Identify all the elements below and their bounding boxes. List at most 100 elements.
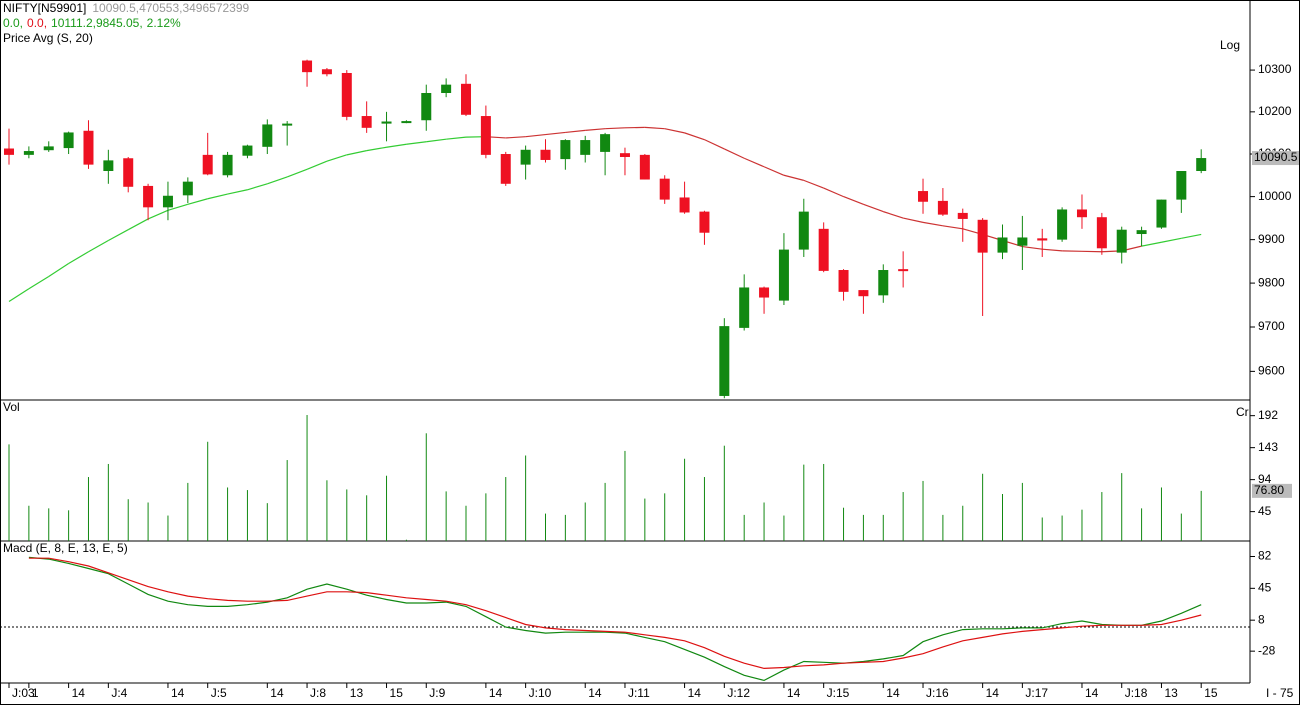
x-tick-label: J:03 <box>12 686 35 700</box>
x-tick-label: 14 <box>787 686 801 700</box>
x-tick-label: J:11 <box>628 686 650 700</box>
ma-segment <box>326 154 347 162</box>
candle-body <box>1176 171 1187 200</box>
candle-body <box>321 69 332 75</box>
candle-body <box>580 140 591 155</box>
candle-body <box>1196 158 1207 172</box>
candle-body <box>341 72 352 117</box>
macd-line <box>28 557 1202 670</box>
ma-segment <box>48 262 69 278</box>
ma-segment <box>366 146 387 152</box>
x-tick-label: 15 <box>390 686 404 700</box>
stat: 0.0, <box>3 16 23 30</box>
candle-body <box>401 121 412 124</box>
candle-body <box>1156 199 1167 228</box>
ma-segment <box>286 168 308 178</box>
y-tick-label: 9900 <box>1258 232 1285 246</box>
ma-segment <box>8 288 30 302</box>
ma-segment <box>684 132 705 141</box>
ma-segment <box>525 133 546 138</box>
ma-segment <box>147 209 169 220</box>
candle-body <box>560 140 571 160</box>
last-price-label: 10090.5 <box>1254 150 1298 164</box>
candle-body <box>1136 230 1147 235</box>
candle-body <box>222 154 233 176</box>
candle-body <box>282 123 293 126</box>
x-tick-label: 13 <box>1164 686 1178 700</box>
panel-title: Macd (E, 8, E, 13, E, 5) <box>3 541 128 555</box>
stat: 0.0, <box>27 16 47 30</box>
ma-segment <box>743 157 765 168</box>
x-tick-label: J:5 <box>211 686 227 700</box>
ma-segment <box>823 187 844 198</box>
candle-body <box>441 84 452 93</box>
x-tick-label: J:16 <box>926 686 949 700</box>
x-tick-label: 14 <box>72 686 86 700</box>
x-tick-label: 14 <box>688 686 702 700</box>
y-tick-label: 9600 <box>1258 364 1285 378</box>
candle-body <box>1057 209 1068 240</box>
candle-body <box>957 212 968 219</box>
x-tick-label: J:4 <box>111 686 127 700</box>
ma-segment <box>1161 237 1182 243</box>
stats: 0.0, 0.0, 10111.2,9845.05, 2.12% <box>3 16 181 30</box>
ma-segment <box>505 136 526 139</box>
ma-segment <box>28 276 50 290</box>
candle-body <box>361 116 372 128</box>
quote: 10090.5,470553,3496572399 <box>92 1 249 15</box>
y-tick-label: 9800 <box>1258 275 1285 289</box>
candle-body <box>262 124 273 147</box>
y-tick-label: 45 <box>1258 504 1272 518</box>
last-price-box <box>1252 151 1299 166</box>
candle-body <box>540 149 551 160</box>
ma-segment <box>68 251 89 265</box>
candle-body <box>103 160 114 172</box>
ma-segment <box>664 128 685 134</box>
candle-body <box>759 287 770 298</box>
scale-label: Cr <box>1236 405 1249 419</box>
candle-body <box>1096 217 1107 249</box>
ma-segment <box>922 221 943 227</box>
x-tick-label: J:18 <box>1125 686 1148 700</box>
candle-body <box>719 326 730 396</box>
candle-body <box>202 154 213 175</box>
x-tick-label: 1 <box>32 686 39 700</box>
stat: 2.12% <box>147 16 181 30</box>
x-tick-label: 14 <box>1085 686 1099 700</box>
ma-segment <box>88 239 109 253</box>
candle-body <box>659 178 670 200</box>
y-tick-label: 94 <box>1258 472 1272 486</box>
y-tick-label: 10000 <box>1258 189 1292 203</box>
ma-segment <box>545 131 566 136</box>
footer: I - 75 <box>1266 686 1294 700</box>
ma-segment <box>227 189 248 195</box>
ma-segment <box>267 176 288 185</box>
candle-body <box>520 149 531 165</box>
ma-segment <box>1042 248 1063 252</box>
candle-body <box>83 130 94 165</box>
ma-segment <box>942 225 963 230</box>
ma-segment <box>585 128 606 131</box>
last-volume-box <box>1252 483 1292 498</box>
x-tick-label: 14 <box>171 686 185 700</box>
ma-segment <box>644 126 665 130</box>
candle-body <box>918 191 929 202</box>
ma-label: Price Avg (S, 20) <box>3 31 93 45</box>
ma-segment <box>247 183 268 191</box>
candle-body <box>898 269 909 272</box>
x-tick-label: 14 <box>886 686 900 700</box>
ma-segment <box>108 229 129 242</box>
candle-body <box>798 211 809 250</box>
x-tick-label: 14 <box>986 686 1000 700</box>
ma-segment <box>127 218 149 231</box>
ma-segment <box>803 179 824 189</box>
ma-segment <box>426 138 447 143</box>
candle-body <box>1076 209 1087 218</box>
candle-body <box>838 270 849 292</box>
candle-body <box>699 211 710 233</box>
header: NIFTY[N59901] 10090.5,470553,3496572399 <box>3 1 250 15</box>
candle-body <box>381 121 392 124</box>
candle-body <box>1017 237 1028 246</box>
